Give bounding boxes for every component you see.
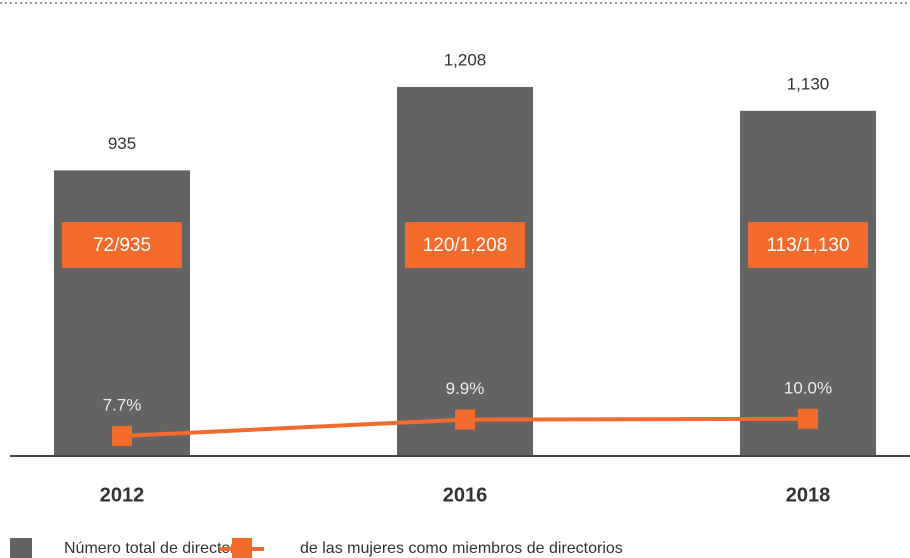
bar: [740, 110, 876, 456]
line-marker: [112, 425, 132, 446]
bar-value-label: 1,130: [787, 74, 830, 93]
annotation-box: [405, 222, 525, 268]
legend-label: Número total de directores: [64, 540, 253, 557]
annotation: 72/935: [93, 235, 151, 256]
legend-swatch: [232, 538, 252, 558]
x-tick-label: 2012: [100, 484, 145, 506]
annotation-box: [748, 222, 868, 268]
x-tick-label: 2016: [443, 484, 488, 506]
legend-swatch: [10, 538, 32, 558]
bar: [54, 170, 190, 456]
bar-value-label: 1,208: [444, 50, 487, 69]
line-value-label: 9.9%: [446, 379, 485, 398]
line-marker: [798, 408, 818, 429]
line-marker: [455, 409, 475, 430]
x-tick-label: 2018: [786, 484, 831, 506]
annotation-box: [62, 222, 182, 268]
legend-label: de las mujeres como miembros de director…: [300, 540, 623, 557]
bar-value-label: 935: [108, 134, 136, 153]
line-value-label: 7.7%: [103, 395, 142, 414]
bar: [397, 86, 533, 456]
line-value-label: 10.0%: [784, 378, 832, 397]
annotation: 113/1,130: [766, 235, 849, 256]
annotation: 120/1,208: [423, 235, 508, 256]
